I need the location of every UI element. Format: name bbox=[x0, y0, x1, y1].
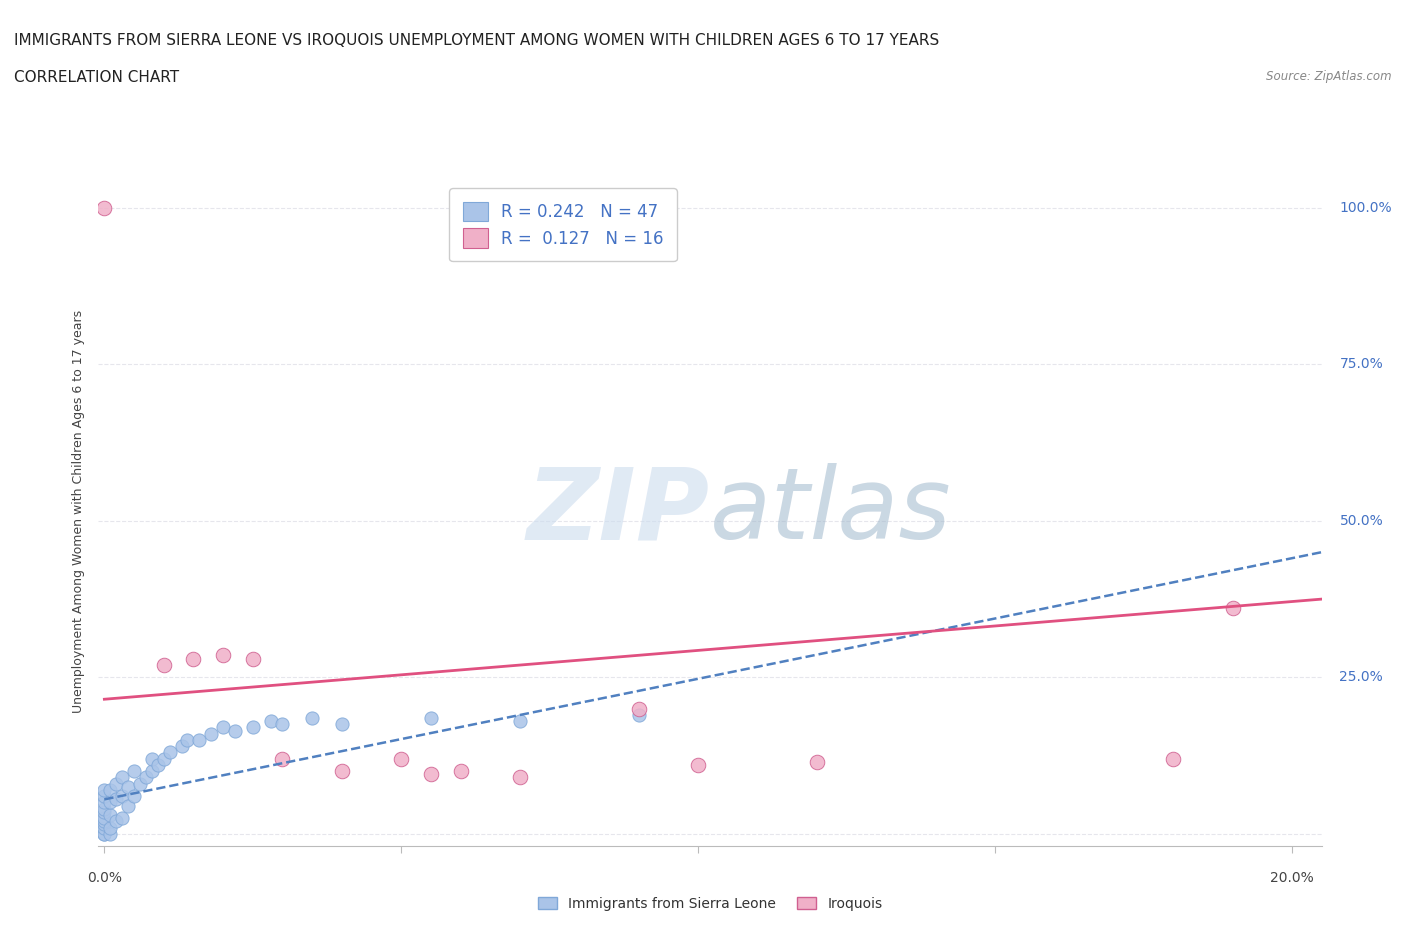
Point bbox=[111, 789, 134, 804]
Text: 0.0%: 0.0% bbox=[87, 871, 122, 885]
Point bbox=[330, 764, 353, 778]
Text: Source: ZipAtlas.com: Source: ZipAtlas.com bbox=[1267, 70, 1392, 83]
Text: 20.0%: 20.0% bbox=[1270, 871, 1313, 885]
Point bbox=[259, 713, 281, 728]
Point bbox=[159, 745, 181, 760]
Point bbox=[93, 804, 115, 819]
Point bbox=[146, 758, 169, 773]
Text: 100.0%: 100.0% bbox=[1340, 201, 1392, 215]
Point bbox=[806, 754, 828, 769]
Point bbox=[98, 827, 121, 842]
Point bbox=[176, 733, 198, 748]
Point bbox=[183, 651, 205, 666]
Point bbox=[152, 658, 174, 672]
Point bbox=[93, 782, 115, 797]
Text: 25.0%: 25.0% bbox=[1340, 671, 1384, 684]
Point bbox=[188, 733, 211, 748]
Point bbox=[688, 758, 710, 773]
Point bbox=[152, 751, 174, 766]
Point bbox=[420, 767, 443, 782]
Point bbox=[93, 201, 115, 216]
Point bbox=[1222, 601, 1244, 616]
Point bbox=[200, 726, 222, 741]
Point bbox=[111, 770, 134, 785]
Point bbox=[93, 789, 115, 804]
Point bbox=[117, 779, 139, 794]
Point bbox=[98, 820, 121, 835]
Point bbox=[111, 811, 134, 826]
Point bbox=[141, 764, 163, 778]
Point bbox=[93, 795, 115, 810]
Text: CORRELATION CHART: CORRELATION CHART bbox=[14, 70, 179, 85]
Point bbox=[93, 802, 115, 817]
Text: IMMIGRANTS FROM SIERRA LEONE VS IROQUOIS UNEMPLOYMENT AMONG WOMEN WITH CHILDREN : IMMIGRANTS FROM SIERRA LEONE VS IROQUOIS… bbox=[14, 33, 939, 47]
Point bbox=[450, 764, 472, 778]
Point bbox=[122, 764, 145, 778]
Point bbox=[93, 820, 115, 835]
Point bbox=[105, 777, 128, 791]
Text: 75.0%: 75.0% bbox=[1340, 357, 1384, 371]
Point bbox=[301, 711, 323, 725]
Point bbox=[98, 782, 121, 797]
Point bbox=[93, 817, 115, 831]
Point bbox=[93, 811, 115, 826]
Point bbox=[141, 751, 163, 766]
Point bbox=[98, 807, 121, 822]
Point bbox=[170, 738, 193, 753]
Point bbox=[129, 777, 152, 791]
Point bbox=[122, 789, 145, 804]
Legend: Immigrants from Sierra Leone, Iroquois: Immigrants from Sierra Leone, Iroquois bbox=[531, 891, 889, 916]
Point bbox=[98, 795, 121, 810]
Point bbox=[93, 827, 115, 842]
Text: 50.0%: 50.0% bbox=[1340, 514, 1384, 528]
Point bbox=[509, 713, 531, 728]
Point bbox=[330, 717, 353, 732]
Point bbox=[105, 792, 128, 807]
Point bbox=[1161, 751, 1184, 766]
Text: atlas: atlas bbox=[710, 463, 952, 560]
Point bbox=[389, 751, 412, 766]
Point bbox=[627, 708, 650, 723]
Point bbox=[93, 814, 115, 829]
Point bbox=[242, 651, 264, 666]
Point bbox=[224, 724, 246, 738]
Point bbox=[242, 720, 264, 735]
Point bbox=[271, 717, 294, 732]
Point bbox=[420, 711, 443, 725]
Point bbox=[509, 770, 531, 785]
Point bbox=[271, 751, 294, 766]
Y-axis label: Unemployment Among Women with Children Ages 6 to 17 years: Unemployment Among Women with Children A… bbox=[72, 310, 86, 713]
Point bbox=[105, 814, 128, 829]
Point bbox=[212, 720, 235, 735]
Point bbox=[212, 648, 235, 663]
Point bbox=[627, 701, 650, 716]
Text: ZIP: ZIP bbox=[527, 463, 710, 560]
Point bbox=[93, 827, 115, 842]
Point bbox=[135, 770, 157, 785]
Point bbox=[117, 798, 139, 813]
